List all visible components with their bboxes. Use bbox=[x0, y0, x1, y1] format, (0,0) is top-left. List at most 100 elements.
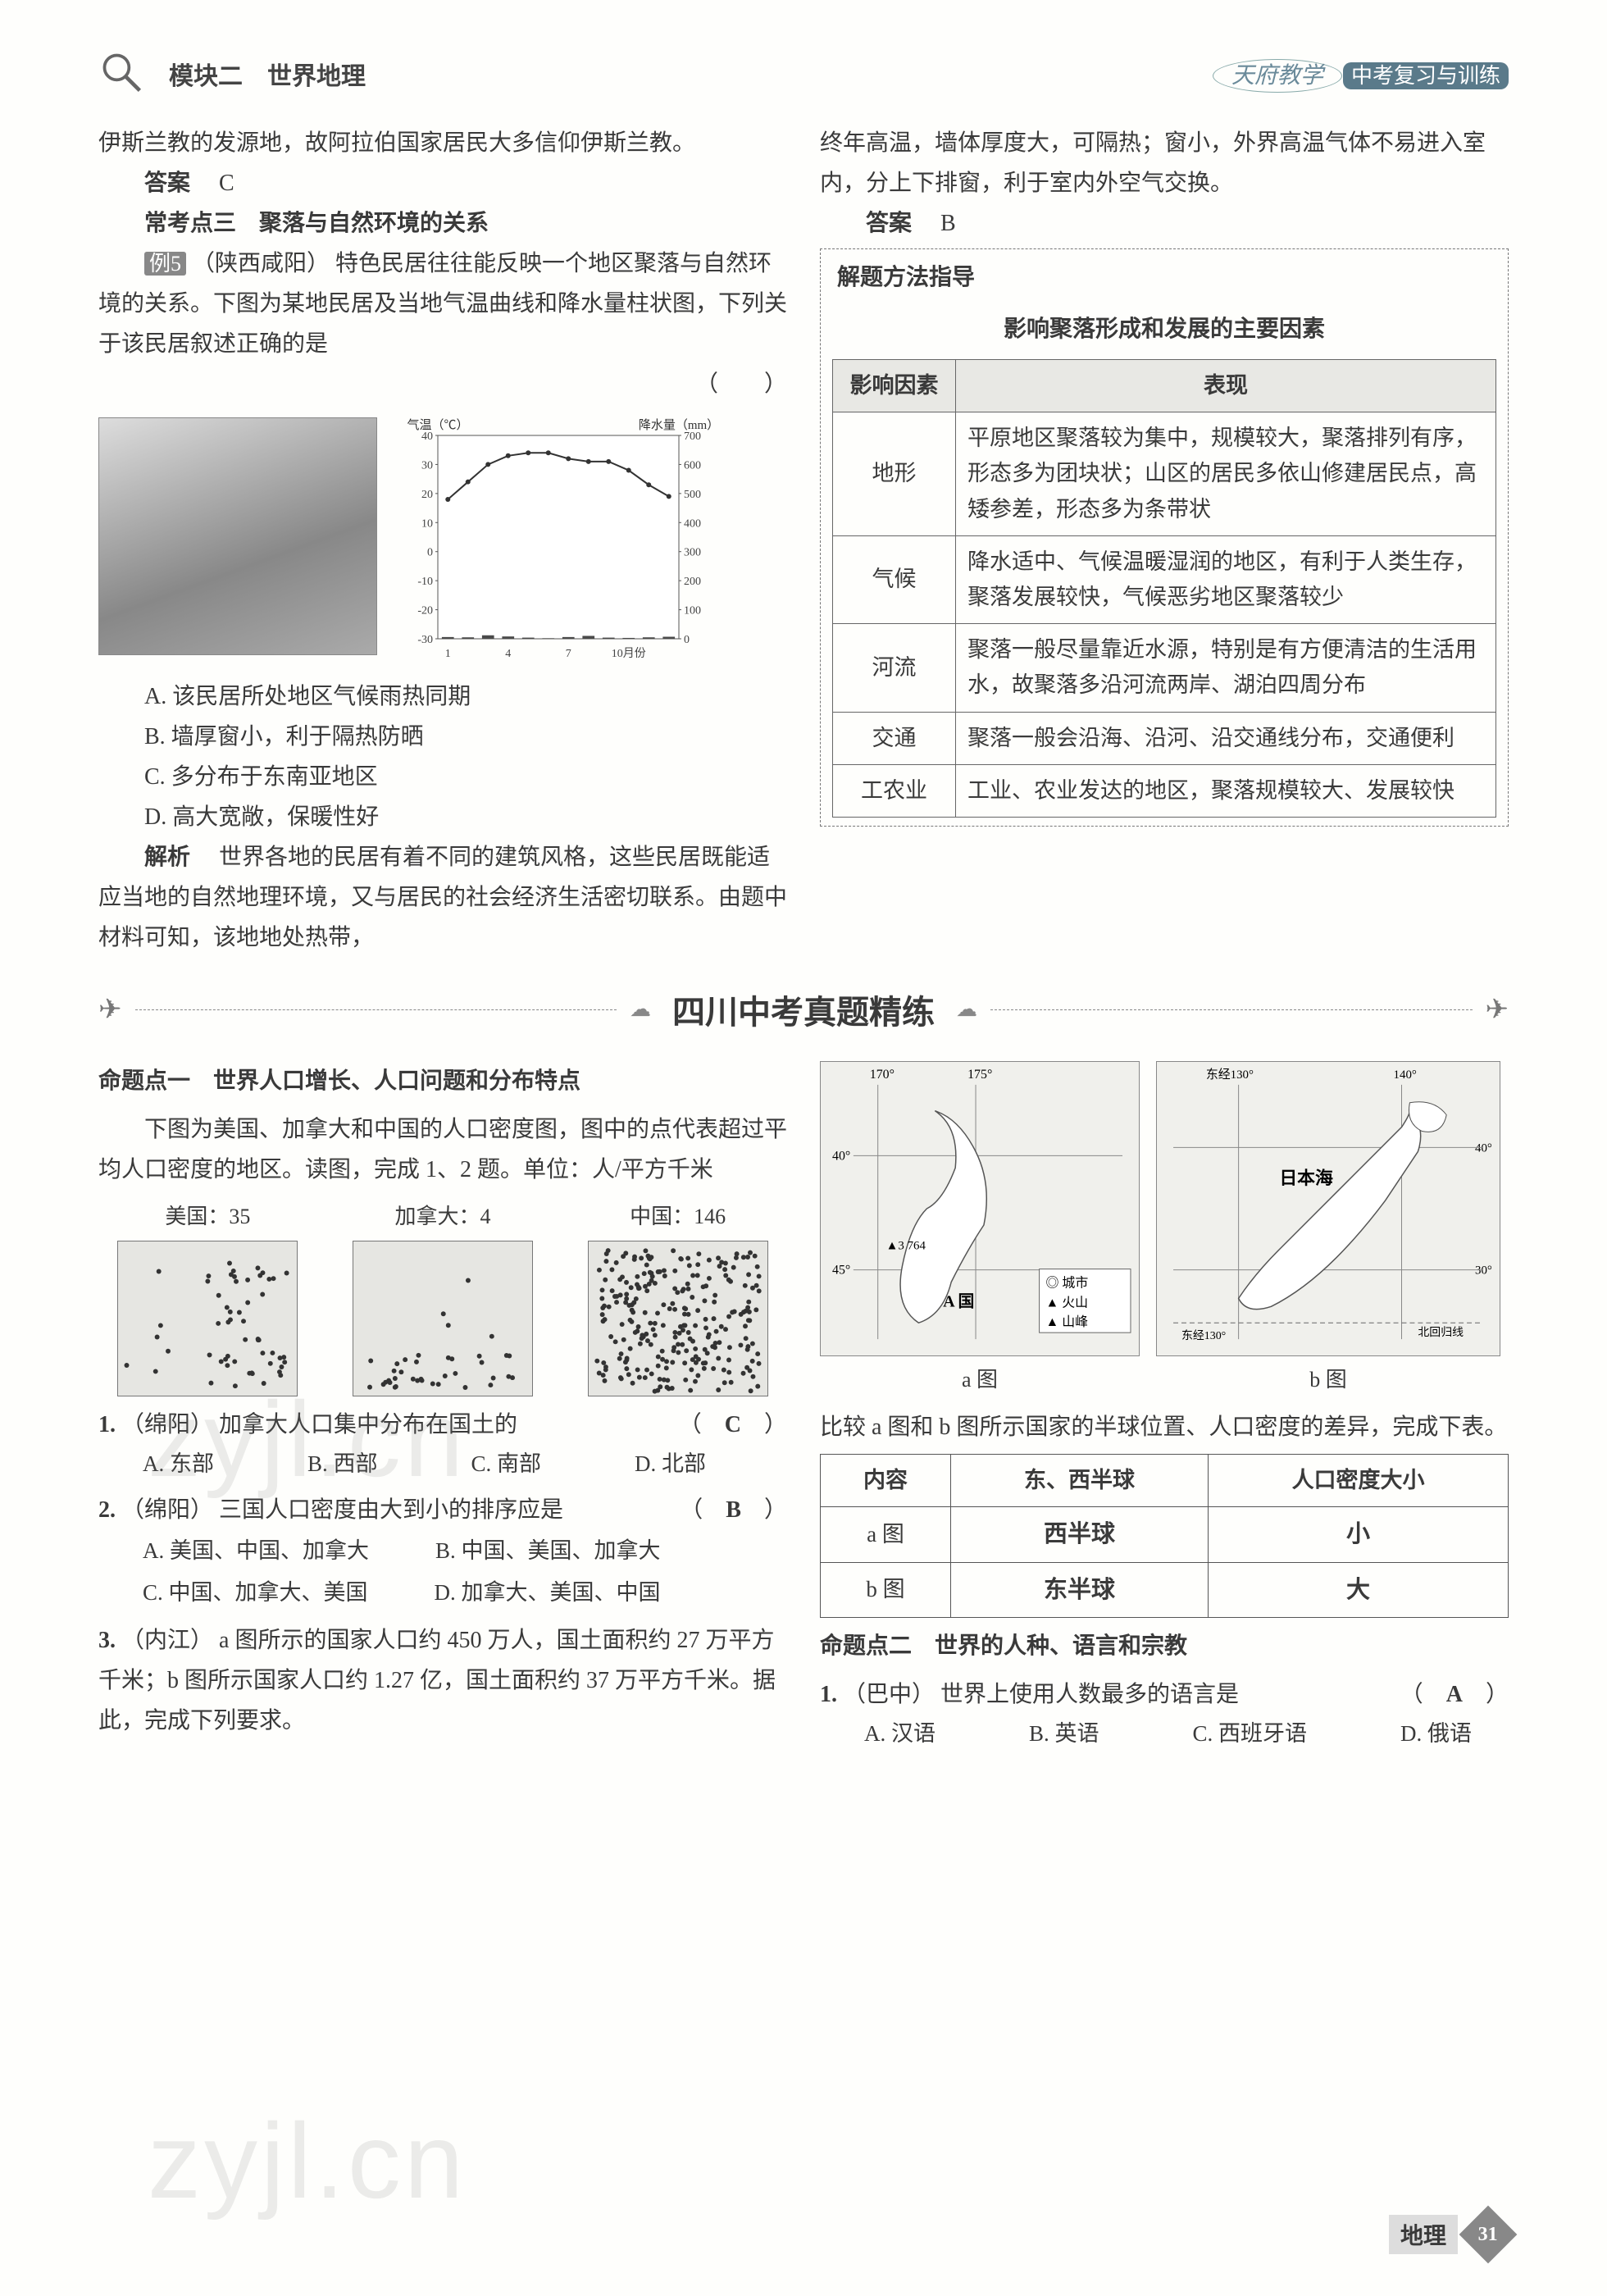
table-cell: b 图 bbox=[821, 1562, 951, 1618]
q2-answer-group: （ B ） bbox=[680, 1490, 787, 1530]
mcq-option: D. 俄语 bbox=[1356, 1715, 1472, 1753]
mcq-option: C. 中国、加拿大、美国 bbox=[143, 1580, 368, 1605]
svg-text:175°: 175° bbox=[967, 1068, 992, 1082]
cloud-icon: ☁ bbox=[630, 997, 651, 1022]
svg-text:40°: 40° bbox=[832, 1149, 850, 1163]
factor-th2: 表现 bbox=[956, 360, 1496, 412]
compare-intro: 比较 a 图和 b 图所示国家的半球位置、人口密度的差异，完成下表。 bbox=[820, 1407, 1509, 1447]
svg-text:30°: 30° bbox=[1475, 1264, 1492, 1278]
q1-stem: 1. （绵阳） 加拿大人口集中分布在国土的 （ C ） bbox=[98, 1405, 787, 1445]
density-square bbox=[588, 1241, 768, 1396]
factor-table: 影响因素 表现 地形平原地区聚落较为集中，规模较大，聚落排列有序，形态多为团块状… bbox=[832, 359, 1496, 818]
mcq-option: C. 西班牙语 bbox=[1149, 1715, 1308, 1753]
svg-text:东经130°: 东经130° bbox=[1206, 1068, 1254, 1082]
compare-th: 东、西半球 bbox=[950, 1454, 1208, 1506]
answer-label: 答案 bbox=[144, 171, 190, 196]
svg-text:40°: 40° bbox=[1475, 1141, 1492, 1155]
svg-text:30: 30 bbox=[421, 459, 433, 472]
br-q1-num: 1. bbox=[820, 1682, 837, 1707]
q1-ans: C bbox=[725, 1412, 741, 1437]
density-label: 加拿大：4 bbox=[353, 1198, 533, 1236]
col-left: 伊斯兰教的发源地，故阿拉伯国家居民大多信仰伊斯兰教。 答案 C 常考点三 聚落与… bbox=[98, 123, 787, 958]
q3-src: （内江） bbox=[121, 1628, 213, 1653]
q3: 3. （内江） a 图所示的国家人口约 450 万人，国土面积约 27 万平方千… bbox=[98, 1620, 787, 1741]
table-row-desc: 聚落一般尽量靠近水源，特别是有方便清洁的生活用水，故聚落多沿河流两岸、湖泊四周分… bbox=[956, 624, 1496, 712]
section-banner: ✈ ☁ 四川中考真题精练 ☁ ✈ bbox=[98, 986, 1509, 1033]
example5-options: A. 该民居所处地区气候雨热同期 B. 墙厚窗小，利于隔热防晒 C. 多分布于东… bbox=[98, 676, 787, 837]
density-item: 中国：146 bbox=[588, 1198, 768, 1396]
map-b-label: b 图 bbox=[1156, 1361, 1500, 1399]
map-row: 170°175°40°45°▲3 764A 国◎ 城市▲ 火山▲ 山峰 a 图 … bbox=[820, 1061, 1509, 1399]
svg-text:40: 40 bbox=[421, 430, 433, 443]
mcq-option: B. 西部 bbox=[263, 1445, 378, 1483]
density-item: 加拿大：4 bbox=[353, 1198, 533, 1396]
density-label: 美国：35 bbox=[117, 1198, 298, 1236]
br-q1-src: （巴中） bbox=[843, 1682, 935, 1707]
footer-subject: 地理 bbox=[1389, 2215, 1458, 2254]
table-cell: a 图 bbox=[821, 1506, 951, 1562]
compare-th: 内容 bbox=[821, 1454, 951, 1506]
point3-title: 常考点三 聚落与自然环境的关系 bbox=[98, 203, 787, 244]
svg-text:1: 1 bbox=[445, 648, 451, 660]
map-a-wrap: 170°175°40°45°▲3 764A 国◎ 城市▲ 火山▲ 山峰 a 图 bbox=[820, 1061, 1140, 1399]
watermark: zyjl.cn bbox=[148, 2099, 467, 2222]
module-title: 模块二 世界地理 bbox=[169, 56, 366, 92]
lower-col-left: 命题点一 世界人口增长、人口问题和分布特点 下图为美国、加拿大和中国的人口密度图… bbox=[98, 1053, 787, 1761]
svg-text:▲ 火山: ▲ 火山 bbox=[1046, 1295, 1089, 1310]
mcq-option: C. 南部 bbox=[427, 1445, 542, 1483]
example5-src: （陕西咸阳） bbox=[192, 251, 330, 276]
analysis-cont: 终年高温，墙体厚度大，可隔热；窗小，外界高温气体不易进入室内，分上下排窗，利于室… bbox=[820, 123, 1509, 203]
svg-text:600: 600 bbox=[684, 459, 701, 472]
svg-text:▲3 764: ▲3 764 bbox=[886, 1240, 926, 1253]
svg-text:气温（℃）: 气温（℃） bbox=[407, 418, 468, 432]
compare-th: 人口密度大小 bbox=[1209, 1454, 1509, 1506]
method-subtitle: 影响聚落形成和发展的主要因素 bbox=[832, 309, 1496, 349]
svg-text:降水量（mm）: 降水量（mm） bbox=[639, 418, 719, 432]
answer-value-2: B bbox=[940, 211, 956, 236]
q1-src: （绵阳） bbox=[121, 1412, 213, 1437]
figure-row: -30-20-100102030400100200300400500600700… bbox=[98, 417, 787, 663]
paper-plane-icon: ✈ bbox=[1486, 993, 1509, 1026]
svg-text:140°: 140° bbox=[1394, 1068, 1417, 1082]
opt-a: A. 该民居所处地区气候雨热同期 bbox=[98, 676, 787, 717]
table-row-factor: 气候 bbox=[833, 535, 956, 623]
svg-text:-30: -30 bbox=[417, 634, 433, 646]
svg-text:-20: -20 bbox=[417, 605, 433, 617]
table-row-factor: 交通 bbox=[833, 712, 956, 764]
br-q1-answer-group: （ A ） bbox=[1400, 1674, 1509, 1715]
br-q1-text: 世界上使用人数最多的语言是 bbox=[940, 1682, 1239, 1707]
paren-blank: （ ） bbox=[98, 364, 787, 404]
svg-text:▲ 山峰: ▲ 山峰 bbox=[1046, 1314, 1089, 1329]
svg-text:◎ 城市: ◎ 城市 bbox=[1046, 1275, 1089, 1290]
page-number: 31 bbox=[1478, 2224, 1498, 2246]
density-row: 美国：35 加拿大：4 中国：146 bbox=[98, 1198, 787, 1396]
svg-text:500: 500 bbox=[684, 489, 701, 501]
table-cell-answer: 大 bbox=[1209, 1562, 1509, 1618]
svg-text:4: 4 bbox=[505, 648, 511, 660]
intro-continuation: 伊斯兰教的发源地，故阿拉伯国家居民大多信仰伊斯兰教。 bbox=[98, 123, 787, 163]
fig-intro: 下图为美国、加拿大和中国的人口密度图，图中的点代表超过平均人口密度的地区。读图，… bbox=[98, 1109, 787, 1190]
q1-answer-group: （ C ） bbox=[679, 1405, 787, 1445]
q2: 2. （绵阳） 三国人口密度由大到小的排序应是 （ B ） A. 美国、中国、加… bbox=[98, 1490, 787, 1615]
q2-num: 2. bbox=[98, 1497, 116, 1523]
answer-label-2: 答案 bbox=[866, 211, 912, 236]
q1-opts: A. 东部B. 西部C. 南部D. 北部 bbox=[98, 1445, 787, 1483]
table-cell-answer: 东半球 bbox=[950, 1562, 1208, 1618]
header-right: 天府教学 中考复习与训练 bbox=[1213, 57, 1509, 90]
q3-stem: 3. （内江） a 图所示的国家人口约 450 万人，国土面积约 27 万平方千… bbox=[98, 1620, 787, 1741]
method-box: 解题方法指导 影响聚落形成和发展的主要因素 影响因素 表现 地形平原地区聚落较为… bbox=[820, 248, 1509, 827]
map-b: 东经130°140°40°30°日本海北回归线东经130° bbox=[1156, 1061, 1500, 1356]
opt-b: B. 墙厚窗小，利于隔热防晒 bbox=[98, 717, 787, 757]
lower-columns: 命题点一 世界人口增长、人口问题和分布特点 下图为美国、加拿大和中国的人口密度图… bbox=[98, 1053, 1509, 1761]
banner-line-r bbox=[990, 1009, 1473, 1010]
climate-chart: -30-20-100102030400100200300400500600700… bbox=[390, 417, 726, 663]
dwelling-photo bbox=[98, 417, 377, 655]
svg-text:10: 10 bbox=[421, 517, 433, 530]
mcq-option-row: A. 美国、中国、加拿大 B. 中国、美国、加拿大 bbox=[98, 1530, 787, 1572]
br-q1-stem: 1. （巴中） 世界上使用人数最多的语言是 （ A ） bbox=[820, 1674, 1509, 1715]
table-row-factor: 河流 bbox=[833, 624, 956, 712]
density-item: 美国：35 bbox=[117, 1198, 298, 1396]
table-row-factor: 地形 bbox=[833, 412, 956, 536]
mcq-option: B. 中国、美国、加拿大 bbox=[435, 1538, 661, 1563]
q2-ans: B bbox=[726, 1497, 741, 1523]
